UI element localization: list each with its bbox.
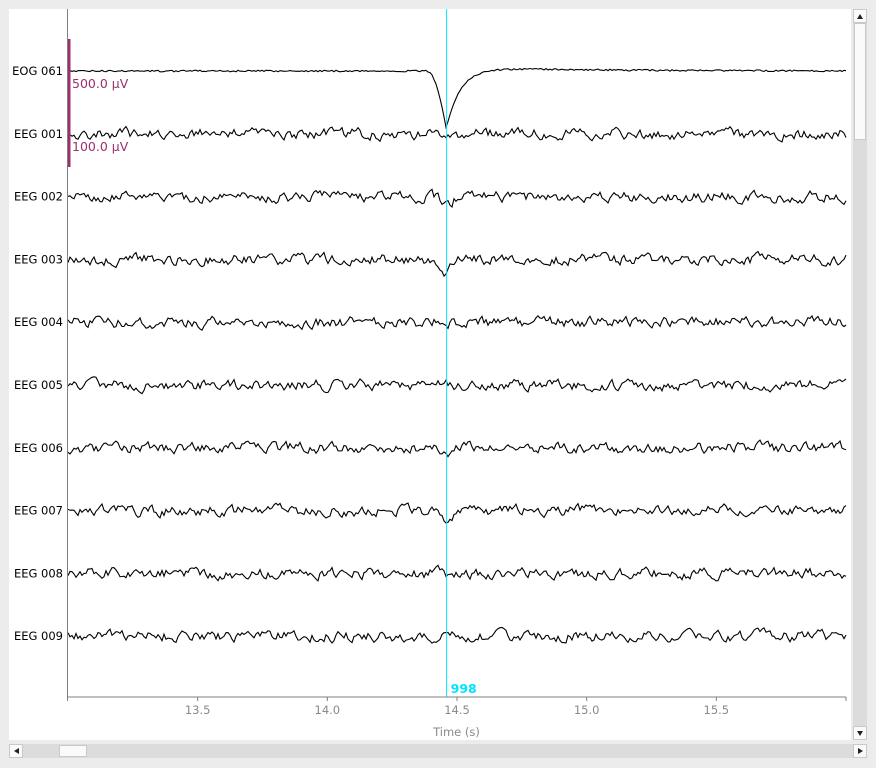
channel-label: EEG 005 bbox=[14, 378, 63, 392]
x-tick-label: 15.0 bbox=[574, 703, 600, 717]
channel-label: EEG 003 bbox=[14, 252, 63, 266]
channel-label: EEG 006 bbox=[14, 441, 63, 455]
horizontal-scroll-track[interactable] bbox=[23, 744, 853, 758]
channel-label: EOG 061 bbox=[12, 64, 63, 78]
channel-trace bbox=[67, 188, 847, 209]
vertical-scroll-track[interactable] bbox=[853, 23, 867, 726]
scroll-up-button[interactable] bbox=[853, 9, 867, 23]
channel-trace bbox=[67, 564, 847, 582]
channel-labels-group: EOG 061 EEG 001 EEG 002 EEG 003 EEG 004 EEG 0… bbox=[12, 64, 63, 643]
channel-label: EEG 008 bbox=[14, 566, 63, 580]
horizontal-scroll-thumb[interactable] bbox=[59, 745, 87, 757]
channel-trace bbox=[67, 439, 847, 458]
channel-trace bbox=[67, 125, 847, 143]
channel-label: EEG 007 bbox=[14, 504, 63, 518]
event-label: 998 bbox=[451, 681, 477, 696]
vertical-scrollbar[interactable] bbox=[853, 9, 867, 740]
vertical-scroll-thumb[interactable] bbox=[854, 23, 866, 140]
x-axis-title: Time (s) bbox=[432, 725, 480, 739]
arrow-left-icon bbox=[14, 748, 19, 754]
channel-label: EEG 002 bbox=[14, 190, 63, 204]
x-tick-label: 13.5 bbox=[185, 703, 211, 717]
scroll-left-button[interactable] bbox=[9, 744, 23, 758]
channel-label: EEG 009 bbox=[14, 629, 63, 643]
plot-area[interactable]: 998 500.0 µV 100.0 µV EOG 061 EEG 001 EEG 0… bbox=[9, 9, 851, 740]
channel-label: EEG 001 bbox=[14, 127, 63, 141]
scale-bar-label: 100.0 µV bbox=[72, 139, 129, 154]
eeg-trace-plot[interactable]: 998 500.0 µV 100.0 µV EOG 061 EEG 001 EEG 0… bbox=[9, 9, 851, 740]
channel-trace bbox=[67, 67, 847, 130]
scale-bars-group: 500.0 µV 100.0 µV bbox=[67, 39, 129, 167]
horizontal-scrollbar[interactable] bbox=[9, 744, 867, 758]
scale-bar-label: 500.0 µV bbox=[72, 76, 129, 91]
traces-group bbox=[67, 67, 847, 644]
arrow-right-icon bbox=[858, 748, 863, 754]
scroll-right-button[interactable] bbox=[853, 744, 867, 758]
x-tick-label: 15.5 bbox=[704, 703, 730, 717]
channel-trace bbox=[67, 626, 847, 644]
x-tick-label: 14.0 bbox=[315, 703, 341, 717]
channel-trace bbox=[67, 314, 847, 332]
axes-group: 13.5 14.0 14.5 15.0 15.5 bbox=[67, 9, 847, 717]
x-tick-label: 14.5 bbox=[444, 703, 470, 717]
channel-label: EEG 004 bbox=[14, 315, 63, 329]
event-group: 998 bbox=[446, 9, 477, 697]
channel-trace bbox=[67, 502, 847, 524]
channel-trace bbox=[67, 376, 847, 395]
arrow-down-icon bbox=[857, 731, 863, 736]
arrow-up-icon bbox=[857, 14, 863, 19]
channel-trace bbox=[67, 250, 847, 278]
scroll-down-button[interactable] bbox=[853, 726, 867, 740]
